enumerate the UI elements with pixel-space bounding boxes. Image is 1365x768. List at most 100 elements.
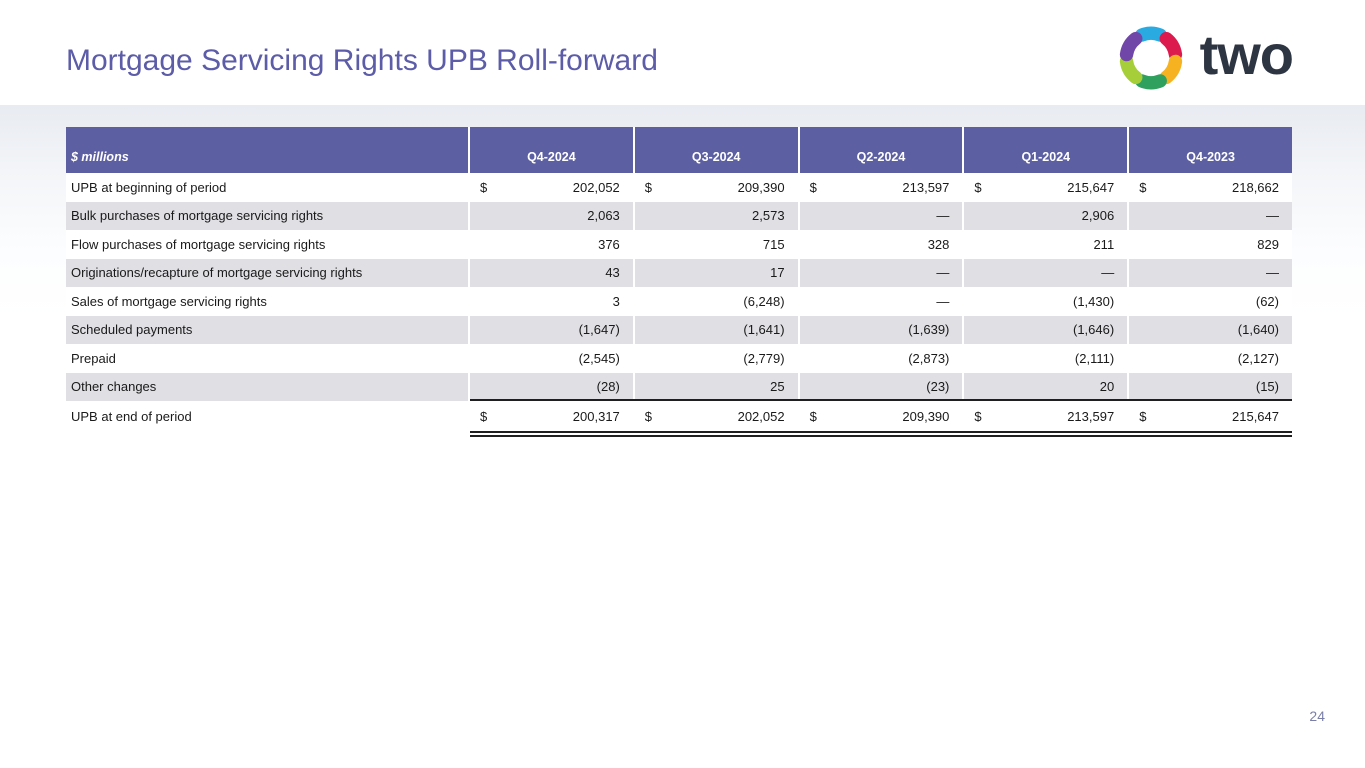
- cell-number: (1,430): [1072, 293, 1115, 309]
- table-header-row: $ millions Q4-2024 Q3-2024 Q2-2024 Q1-2024 Q…: [66, 127, 1292, 173]
- cell-value: $215,647: [1127, 401, 1292, 431]
- cell-value: (1,641): [632, 315, 798, 344]
- pinwheel-icon: [1119, 26, 1182, 90]
- cell-number: 25: [770, 379, 785, 395]
- unit-label: $ millions: [66, 127, 468, 173]
- cell-number: 2,063: [587, 208, 620, 224]
- cell-value: (2,127): [1127, 344, 1292, 373]
- page-number: 24: [1309, 708, 1325, 724]
- row-label: UPB at beginning of period: [66, 173, 468, 202]
- slide-title: Mortgage Servicing Rights UPB Roll-forwa…: [66, 44, 658, 77]
- dollar-sign: $: [1139, 408, 1147, 424]
- table-row: Sales of mortgage servicing rights 3 (6,24…: [66, 287, 1292, 316]
- cell-value: $213,597: [797, 173, 963, 202]
- row-label: Flow purchases of mortgage servicing rig…: [66, 230, 468, 259]
- cell-number: —: [1266, 265, 1279, 281]
- row-label: Scheduled payments: [66, 315, 468, 344]
- dollar-sign: $: [809, 408, 817, 424]
- row-label: Originations/recapture of mortgage servi…: [66, 258, 468, 287]
- cell-number: (1,647): [578, 322, 620, 338]
- cell-value: 829: [1127, 230, 1292, 259]
- cell-value: $202,052: [632, 401, 798, 431]
- cell-number: (23): [926, 379, 950, 395]
- cell-number: (62): [1255, 293, 1279, 309]
- cell-number: (2,111): [1074, 350, 1115, 366]
- cell-value: (2,545): [468, 344, 633, 373]
- cell-number: (2,779): [743, 350, 785, 366]
- cell-number: —: [936, 208, 950, 224]
- cell-number: (2,545): [578, 350, 620, 366]
- table-row: UPB at end of period $200,317 $202,052 $209…: [66, 401, 1292, 431]
- cell-number: (15): [1255, 379, 1279, 395]
- cell-number: 3: [612, 293, 620, 309]
- table-row: Scheduled payments (1,647) (1,641) (1,639) (…: [66, 315, 1292, 344]
- upb-rollforward-table: $ millions Q4-2024 Q3-2024 Q2-2024 Q1-2024 Q…: [66, 127, 1292, 431]
- period-header: Q3-2024: [632, 127, 798, 173]
- cell-value: —: [962, 258, 1128, 287]
- upb-rollforward-table-wrap: $ millions Q4-2024 Q3-2024 Q2-2024 Q1-2024 Q…: [66, 127, 1292, 437]
- table-row: UPB at beginning of period $202,052 $209,3…: [66, 173, 1292, 202]
- cell-value: (1,640): [1127, 315, 1292, 344]
- cell-value: (1,430): [962, 287, 1128, 316]
- cell-value: 2,063: [468, 201, 633, 230]
- cell-value: 2,573: [632, 201, 798, 230]
- cell-value: (15): [1127, 372, 1292, 401]
- dollar-sign: $: [974, 408, 982, 424]
- cell-number: (2,873): [908, 350, 950, 366]
- header-strip: Mortgage Servicing Rights UPB Roll-forwa…: [0, 0, 1365, 105]
- cell-value: $218,662: [1127, 173, 1292, 202]
- cell-number: 215,647: [1232, 408, 1279, 424]
- table-row: Flow purchases of mortgage servicing rig…: [66, 230, 1292, 259]
- total-row-double-underline: [470, 431, 1292, 437]
- cell-value: $213,597: [962, 401, 1128, 431]
- logo-wordmark: two: [1199, 23, 1294, 86]
- period-header: Q2-2024: [797, 127, 963, 173]
- cell-value: (2,111): [962, 344, 1128, 373]
- cell-value: 2,906: [962, 201, 1128, 230]
- table-row: Originations/recapture of mortgage servi…: [66, 258, 1292, 287]
- cell-value: 3: [468, 287, 633, 316]
- cell-number: 715: [762, 236, 785, 252]
- cell-value: 211: [962, 230, 1128, 259]
- cell-value: (1,647): [468, 315, 633, 344]
- cell-value: (6,248): [632, 287, 798, 316]
- cell-value: —: [797, 201, 963, 230]
- cell-number: (1,640): [1237, 322, 1279, 338]
- cell-number: 328: [927, 236, 950, 252]
- dollar-sign: $: [974, 179, 982, 195]
- cell-value: $209,390: [797, 401, 963, 431]
- cell-number: (1,646): [1072, 322, 1115, 338]
- cell-value: 17: [632, 258, 798, 287]
- dollar-sign: $: [644, 408, 653, 424]
- cell-value: 20: [962, 372, 1128, 401]
- cell-value: $215,647: [962, 173, 1128, 202]
- cell-number: —: [1266, 208, 1279, 224]
- cell-number: 202,052: [737, 408, 785, 424]
- cell-number: 209,390: [737, 179, 785, 195]
- period-header: Q4-2024: [468, 127, 633, 173]
- cell-value: (23): [797, 372, 963, 401]
- row-label: UPB at end of period: [66, 401, 468, 431]
- table-row: Prepaid (2,545) (2,779) (2,873) (2,111) (2,12…: [66, 344, 1292, 373]
- cell-value: —: [1127, 258, 1292, 287]
- cell-value: (2,779): [632, 344, 798, 373]
- cell-value: 715: [632, 230, 798, 259]
- cell-value: $209,390: [632, 173, 798, 202]
- dollar-sign: $: [480, 408, 488, 424]
- cell-number: 200,317: [572, 408, 620, 424]
- cell-number: 17: [770, 265, 785, 281]
- cell-number: 209,390: [902, 408, 950, 424]
- cell-number: —: [1101, 265, 1115, 281]
- cell-number: (1,639): [908, 322, 950, 338]
- company-logo: two: [1114, 20, 1294, 96]
- row-label: Other changes: [66, 372, 468, 401]
- cell-number: 218,662: [1232, 179, 1279, 195]
- cell-number: (1,641): [743, 322, 785, 338]
- cell-number: —: [936, 265, 950, 281]
- cell-value: —: [1127, 201, 1292, 230]
- cell-value: (1,646): [962, 315, 1128, 344]
- table-body: UPB at beginning of period $202,052 $209,3…: [66, 173, 1292, 431]
- cell-value: 376: [468, 230, 633, 259]
- cell-number: 20: [1099, 379, 1115, 395]
